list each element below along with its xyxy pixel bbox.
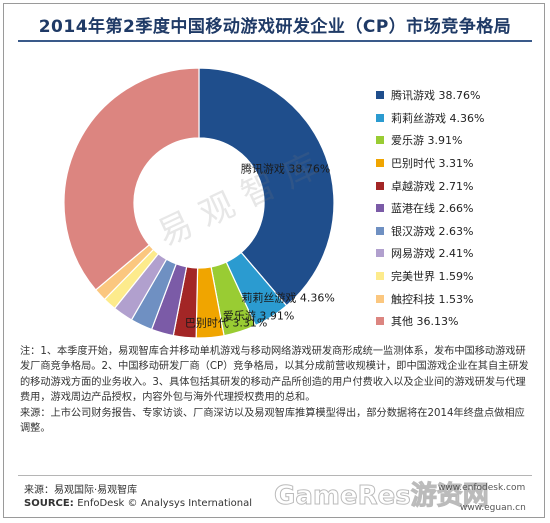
legend-swatch [376,294,384,303]
notes-source-paragraph: 来源：上市公司财务报告、专家访谈、厂商深访以及易观智库推算模型得出，部分数据将在… [20,407,525,435]
legend-label: 莉莉丝游戏 4.36% [391,111,485,125]
donut-slice-11 [63,67,200,291]
legend-swatch [376,91,384,100]
slice-label-1: 腾讯游戏 38.76% [241,161,330,175]
donut-chart: 腾讯游戏 38.76% 莉莉丝游戏 4.36% 爱乐游 3.91%巴别时代 3.31… [63,67,335,339]
legend-swatch [376,113,384,122]
legend-label: 卓越游戏 2.71% [391,179,474,193]
legend-item-2: 莉莉丝游戏 4.36% [376,107,544,130]
legend-item-11: 其他 36.13% [376,310,544,333]
legend-label: 爱乐游 3.91% [391,134,463,148]
legend-swatch [376,159,384,168]
source-en: SOURCE: EnfoDesk © Analysys Internationa… [24,498,252,509]
legend-swatch [376,226,384,235]
slice-label-4: 巴别时代 3.31% [185,317,267,330]
legend-label: 腾讯游戏 38.76% [391,89,481,103]
legend-swatch [376,181,384,190]
chart-legend: 腾讯游戏 38.76% 莉莉丝游戏 4.36% 爱乐游 3.91% 巴别时代 3.31… [376,84,544,333]
title-divider [18,40,532,42]
legend-item-9: 完美世界 1.59% [376,265,544,288]
legend-item-6: 蓝港在线 2.66% [376,197,544,220]
slice-label-3: 爱乐游 3.91% [223,309,294,322]
legend-swatch [376,136,384,145]
slice-label-2: 莉莉丝游戏 4.36% [241,291,334,304]
legend-label: 巴别时代 3.31% [391,157,474,171]
legend-item-1: 腾讯游戏 38.76% [376,84,544,107]
brand-url-eguan: www.eguan.cn [460,503,526,513]
chart-title: 2014年第2季度中国移动游戏研发企业（CP）市场竞争格局 [38,17,512,37]
source-cn: 来源：易观国际·易观智库 [24,485,138,496]
legend-label: 触控科技 1.53% [391,292,474,306]
legend-item-4: 巴别时代 3.31% [376,152,544,175]
legend-swatch [376,317,384,326]
legend-label: 其他 36.13% [391,315,459,329]
legend-item-7: 银汉游戏 2.63% [376,220,544,243]
legend-item-10: 触控科技 1.53% [376,287,544,310]
source-en-text: EnfoDesk © Analysys International [77,498,253,509]
source-en-label: SOURCE: [24,498,74,509]
legend-label: 蓝港在线 2.66% [391,202,474,216]
legend-label: 银汉游戏 2.63% [391,224,474,238]
legend-swatch [376,204,384,213]
donut-slice-1 [198,67,335,307]
legend-label: 网易游戏 2.41% [391,247,474,261]
chart-notes: 注：1、本季度开始，易观智库合并移动单机游戏与移动网络游戏研发商形成统一监测体系… [20,344,532,436]
notes-paragraph: 注：1、本季度开始，易观智库合并移动单机游戏与移动网络游戏研发商形成统一监测体系… [20,346,529,404]
legend-label: 完美世界 1.59% [391,270,474,284]
legend-swatch [376,272,384,281]
legend-item-3: 爱乐游 3.91% [376,129,544,152]
legend-item-5: 卓越游戏 2.71% [376,174,544,197]
brand-url-enfodesk: www.enfodesk.com [438,483,526,493]
legend-swatch [376,249,384,258]
notes-divider [18,475,532,476]
legend-item-8: 网易游戏 2.41% [376,242,544,265]
